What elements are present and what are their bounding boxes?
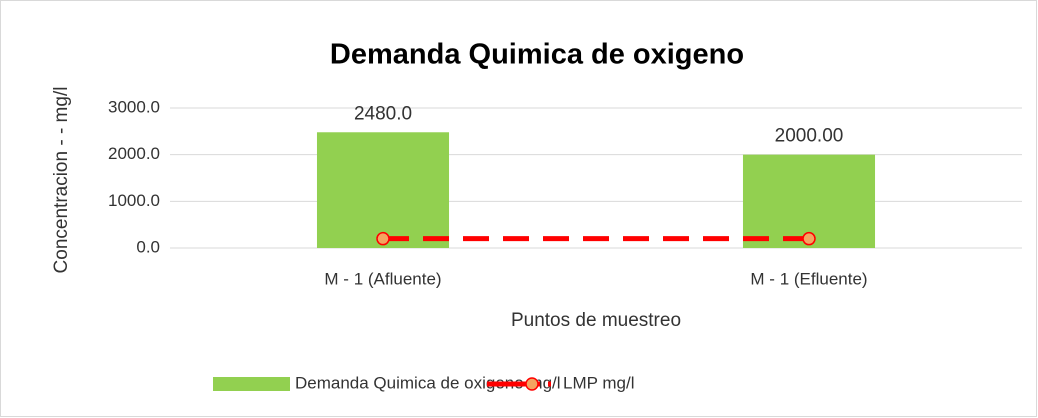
legend-label: Demanda Quimica de oxigeno mg/l: [295, 373, 561, 392]
x-axis-title: Puntos de muestreo: [511, 310, 681, 331]
legend-swatch: [213, 377, 290, 391]
marker: [376, 231, 390, 246]
y-tick-label: 1000.0: [108, 191, 160, 210]
y-tick-label: 3000.0: [108, 97, 160, 116]
y-tick-label: 2000.0: [108, 144, 160, 163]
marker: [802, 231, 816, 246]
y-axis-title: Concentracion - - mg/l: [51, 87, 72, 274]
data-label: 2480.0: [354, 103, 412, 124]
legend-marker: [525, 377, 539, 391]
bar: [316, 132, 450, 248]
legend-label: LMP mg/l: [563, 373, 635, 392]
x-tick-label: M - 1 (Efluente): [750, 269, 867, 288]
chart-title: Demanda Quimica de oxigeno: [330, 39, 744, 71]
data-label: 2000.00: [775, 126, 844, 147]
y-tick-label: 0.0: [136, 237, 160, 256]
x-tick-label: M - 1 (Afluente): [324, 269, 441, 288]
